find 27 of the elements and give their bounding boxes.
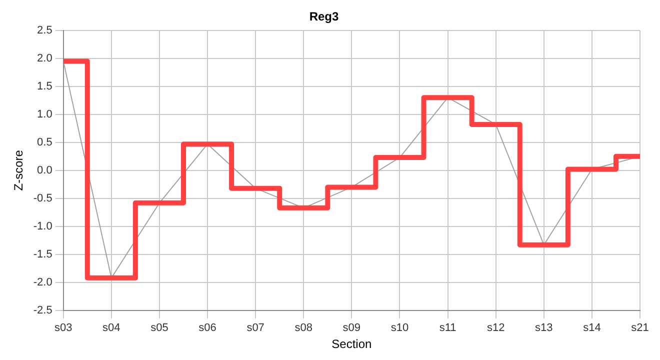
y-tick-label: -2.0 [33,276,52,288]
x-tick-label: s06 [198,322,216,334]
x-axis-title: Section [332,337,372,352]
y-tick-label: -0.5 [33,192,52,204]
y-tick-label: 2.0 [37,52,52,64]
x-tick-label: s13 [535,322,553,334]
y-tick-label: 2.5 [37,24,52,36]
y-tick-label: 0.0 [37,164,52,176]
x-tick-label: s12 [486,322,505,334]
chart-title: Reg3 [309,10,339,24]
x-tick-label: s03 [54,322,72,334]
y-tick-label: -1.0 [33,220,52,232]
y-tick-label: -1.5 [33,248,52,260]
y-tick-label: -2.5 [33,304,52,316]
y-tick-label: 0.5 [37,136,52,148]
x-tick-label: s11 [439,322,456,334]
x-tick-label: s10 [390,322,409,334]
x-tick-label: s04 [102,322,120,334]
x-tick-label: s09 [342,322,361,334]
x-tick-label: s07 [246,322,264,334]
x-tick-label: s21 [631,322,649,334]
x-tick-label: s08 [294,322,312,334]
y-tick-label: 1.0 [37,108,52,120]
y-tick-label: 1.5 [37,80,52,92]
x-tick-label: s05 [150,322,168,334]
y-axis-title: Z-score [12,150,26,191]
x-tick-label: s14 [583,322,601,334]
